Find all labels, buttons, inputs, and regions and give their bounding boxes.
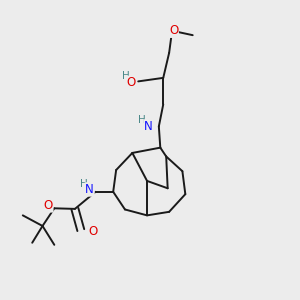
Text: H: H — [122, 70, 129, 80]
Text: H: H — [138, 115, 146, 125]
Text: O: O — [88, 225, 98, 238]
Text: O: O — [126, 76, 135, 89]
Text: N: N — [144, 120, 153, 133]
Text: N: N — [85, 183, 94, 196]
Text: H: H — [80, 179, 87, 190]
Text: O: O — [44, 199, 53, 212]
Text: O: O — [169, 24, 178, 37]
